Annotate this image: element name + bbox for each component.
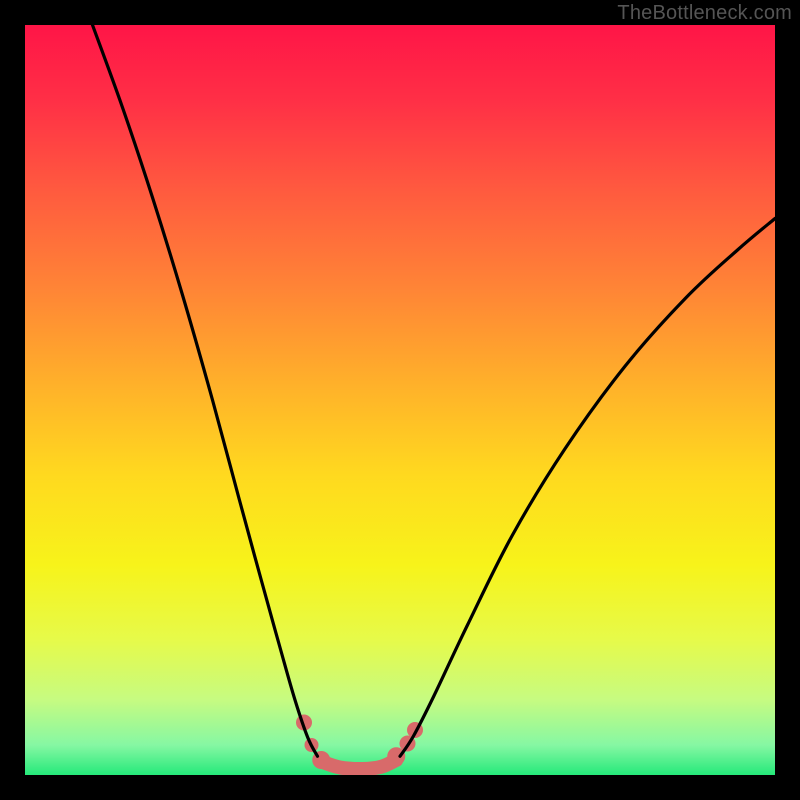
bottleneck-chart [0, 0, 800, 800]
chart-gradient-bg [25, 25, 775, 775]
highlight-marker-dot [387, 747, 405, 765]
watermark-text: TheBottleneck.com [617, 2, 792, 25]
